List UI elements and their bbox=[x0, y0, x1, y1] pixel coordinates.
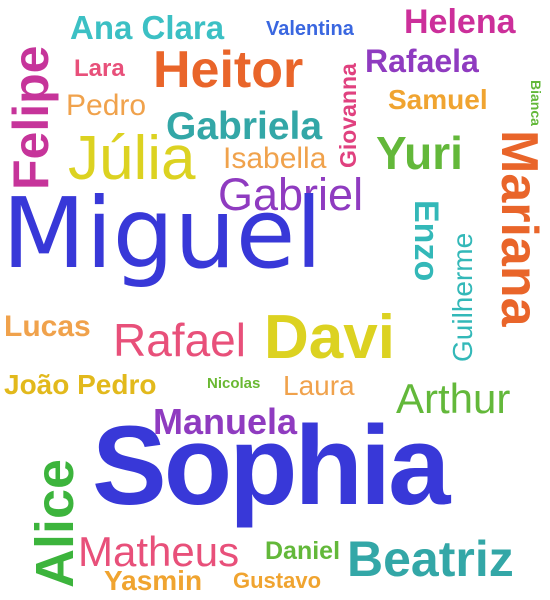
word-gustavo: Gustavo bbox=[233, 568, 322, 593]
word-valentina: Valentina bbox=[266, 18, 354, 40]
word-yasmin: Yasmin bbox=[104, 565, 203, 596]
word-julia: Júlia bbox=[68, 124, 196, 193]
word-samuel: Samuel bbox=[388, 84, 488, 115]
word-beatriz: Beatriz bbox=[347, 531, 514, 587]
word-isabella: Isabella bbox=[223, 142, 327, 175]
word-arthur: Arthur bbox=[396, 375, 511, 422]
word-nicolas: Nicolas bbox=[207, 375, 261, 392]
word-ana-clara: Ana Clara bbox=[70, 9, 225, 46]
word-helena: Helena bbox=[404, 3, 516, 41]
word-lucas: Lucas bbox=[4, 310, 91, 343]
word-guilherme: Guilherme bbox=[447, 232, 478, 362]
word-yuri: Yuri bbox=[376, 127, 463, 179]
word-daniel: Daniel bbox=[265, 537, 341, 565]
word-manuela: Manuela bbox=[153, 401, 298, 442]
word-davi: Davi bbox=[264, 303, 395, 372]
word-sophia: Sophia bbox=[92, 403, 450, 528]
word-lara: Lara bbox=[74, 55, 125, 82]
word-enzo: Enzo bbox=[407, 200, 445, 282]
word-felipe: Felipe bbox=[3, 45, 59, 190]
word-gabriel: Gabriel bbox=[218, 169, 364, 220]
word-miguel: Miguel bbox=[2, 177, 323, 290]
word-bianca: Bianca bbox=[528, 80, 544, 126]
word-rafael: Rafael bbox=[113, 314, 246, 366]
word-pedro: Pedro bbox=[66, 89, 147, 122]
word-matheus: Matheus bbox=[78, 528, 240, 575]
word-rafaela: Rafaela bbox=[365, 43, 479, 79]
word-laura: Laura bbox=[283, 370, 355, 401]
word-alice: Alice bbox=[25, 458, 85, 588]
word-mariana: Mariana bbox=[490, 130, 548, 327]
word-joao-pedro: João Pedro bbox=[4, 369, 157, 400]
word-gabriela: Gabriela bbox=[166, 105, 323, 148]
word-giovanna: Giovanna bbox=[335, 63, 361, 168]
word-heitor: Heitor bbox=[153, 41, 304, 99]
